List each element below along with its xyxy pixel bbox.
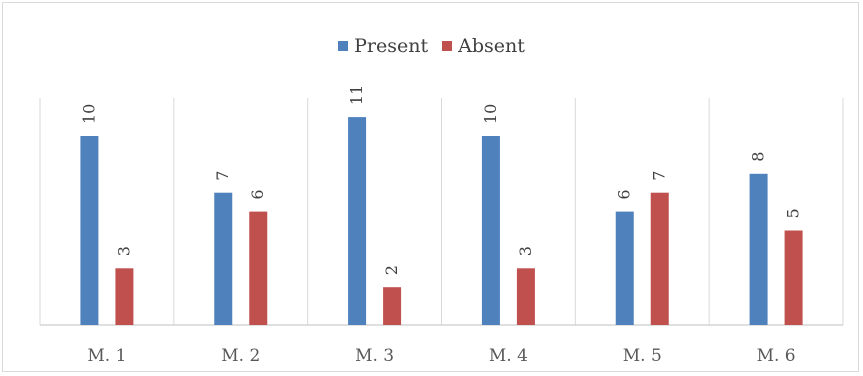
legend-swatch-absent <box>442 41 453 51</box>
data-label-absent-5: 7 <box>650 171 669 181</box>
data-label-present-1: 10 <box>79 104 98 124</box>
x-tick-label: M. 4 <box>489 346 528 366</box>
x-tick-label: M. 3 <box>355 346 394 366</box>
legend-swatch-present <box>338 41 349 51</box>
x-tick-label: M. 1 <box>87 346 126 366</box>
bar-absent-6 <box>784 230 803 325</box>
data-label-absent-2: 6 <box>248 189 267 199</box>
bar-present-1 <box>80 136 99 325</box>
bar-absent-3 <box>383 287 402 325</box>
data-label-present-4: 10 <box>481 104 500 124</box>
x-tick-label: M. 2 <box>221 346 260 366</box>
chart-frame <box>2 2 859 372</box>
bar-absent-2 <box>249 211 268 325</box>
legend-item-absent: Absent <box>442 35 525 57</box>
bar-absent-4 <box>516 268 535 325</box>
data-label-absent-4: 3 <box>516 246 535 256</box>
x-tick-label: M. 5 <box>623 346 662 366</box>
bar-absent-5 <box>650 192 669 325</box>
legend-label-absent: Absent <box>458 35 525 57</box>
data-label-present-2: 7 <box>213 171 232 181</box>
data-label-present-6: 8 <box>749 152 768 162</box>
bar-present-2 <box>214 192 233 325</box>
data-label-absent-3: 2 <box>382 265 401 275</box>
x-tick-label: M. 6 <box>757 346 796 366</box>
legend: Present Absent <box>0 35 863 57</box>
bar-present-3 <box>348 117 367 325</box>
data-label-absent-6: 5 <box>784 208 803 218</box>
data-label-present-3: 11 <box>347 85 366 105</box>
data-label-absent-1: 3 <box>114 246 133 256</box>
legend-item-present: Present <box>338 35 428 57</box>
bar-present-6 <box>749 173 768 325</box>
data-label-present-5: 6 <box>615 189 634 199</box>
bar-present-4 <box>481 136 500 325</box>
legend-label-present: Present <box>354 35 429 57</box>
bar-present-5 <box>615 211 634 325</box>
bar-absent-1 <box>115 268 134 325</box>
